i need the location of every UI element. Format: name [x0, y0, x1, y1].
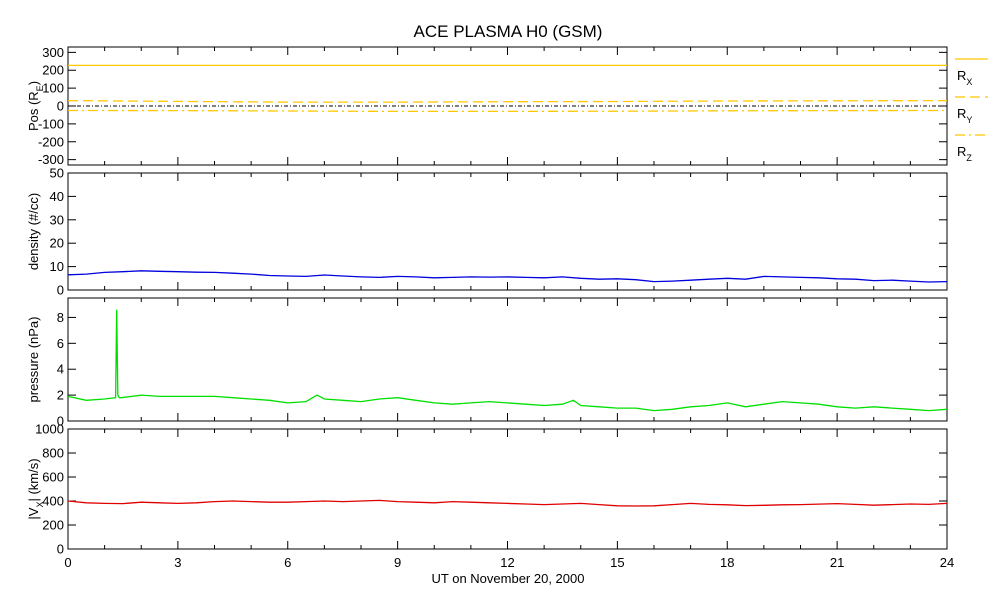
y-tick-label: 40 [50, 189, 64, 204]
y-tick-label: 200 [42, 518, 64, 533]
series-line-vx [67, 499, 948, 507]
y-axis-label-density: density (#/cc) [26, 193, 41, 270]
x-tick-label: 12 [500, 555, 514, 570]
x-tick-label: 15 [610, 555, 624, 570]
panel-vx: 1000 800 600 400 200 0 |VX| (km/s) 0 3 6 9 12 15 18 21… [26, 422, 954, 571]
x-tick-label: 9 [394, 555, 401, 570]
y-tick-label: 300 [42, 45, 64, 60]
x-tick-label: 0 [64, 555, 71, 570]
x-tick-label: 18 [720, 555, 734, 570]
y-tick-label: 10 [50, 259, 64, 274]
y-axis-label-pressure: pressure (nPa) [26, 317, 41, 403]
y-tick-label: -100 [38, 116, 64, 131]
x-tick-label: 24 [940, 555, 954, 570]
legend-label-x: RX [957, 68, 972, 87]
y-tick-label: 20 [50, 236, 64, 251]
y-tick-label: 100 [42, 81, 64, 96]
y-tick-label: 200 [42, 63, 64, 78]
y-tick-label: 800 [42, 446, 64, 461]
y-axis-label-pos: Pos (RE) [26, 81, 45, 131]
x-tick-label: 21 [830, 555, 844, 570]
y-tick-label: 6 [57, 336, 64, 351]
y-tick-label: 0 [57, 542, 64, 557]
legend-label-y: RY [957, 106, 972, 125]
y-tick-label: -200 [38, 134, 64, 149]
x-axis-label: UT on November 20, 2000 [432, 571, 585, 586]
panel-pressure: 8 6 4 2 0 pressure (nPa) [26, 297, 948, 429]
y-tick-label: 400 [42, 494, 64, 509]
x-tick-label: 6 [284, 555, 291, 570]
y-tick-label: 2 [57, 388, 64, 403]
y-tick-label: 0 [57, 283, 64, 298]
y-tick-label: 600 [42, 470, 64, 485]
series-line-density [67, 270, 948, 283]
series-line-pos-z [67, 109, 948, 113]
y-tick-label: 50 [50, 166, 64, 181]
x-tick-label: 3 [174, 555, 181, 570]
y-tick-label: 0 [57, 414, 64, 429]
chart-title: ACE PLASMA H0 (GSM) [414, 22, 603, 41]
y-axis-label-vx: |VX| (km/s) [26, 458, 45, 519]
y-tick-label: 0 [57, 99, 64, 114]
y-tick-label: 30 [50, 212, 64, 227]
y-tick-label: 1000 [35, 422, 64, 437]
panel-pos: 300 200 100 0 -100 -200 -300 Pos (RE) RX RY RZ [26, 45, 988, 167]
series-line-pressure [67, 309, 948, 412]
panel-density: 50 40 30 20 10 0 density (#/cc) [26, 166, 948, 298]
panel-frame-vx [67, 428, 948, 550]
y-tick-label: -300 [38, 152, 64, 167]
y-tick-label: 4 [57, 362, 64, 377]
legend-label-z: RZ [957, 144, 972, 163]
series-line-pos-y [67, 99, 948, 103]
y-tick-label: 8 [57, 310, 64, 325]
